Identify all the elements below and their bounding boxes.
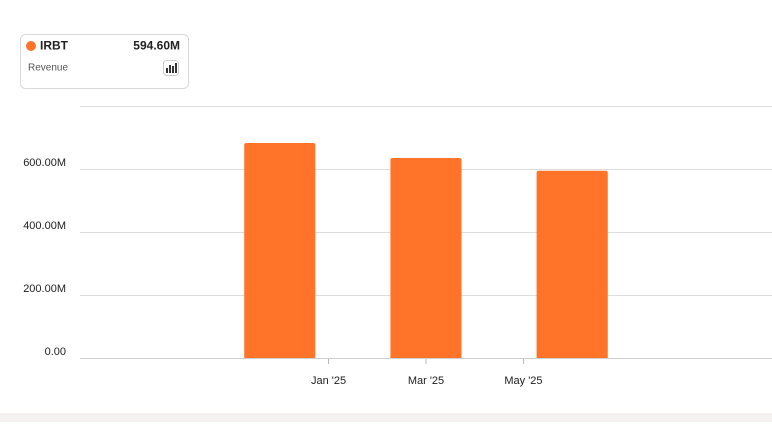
bar xyxy=(536,170,608,358)
x-tick-label: Mar '25 xyxy=(408,375,444,387)
legend-caption: Revenue xyxy=(28,63,68,74)
legend-dot xyxy=(26,41,36,51)
x-tick-label: May '25 xyxy=(504,375,542,387)
legend-value: 594.60M xyxy=(133,39,180,53)
y-tick-label: 0.00 xyxy=(45,346,66,358)
chart-icon[interactable] xyxy=(163,60,179,76)
y-tick-label: 600.00M xyxy=(23,157,66,169)
bar xyxy=(390,157,462,358)
bar xyxy=(244,143,316,358)
x-tick-label: Jan '25 xyxy=(311,375,346,387)
footer-strip xyxy=(0,413,772,422)
y-tick-label: 200.00M xyxy=(23,283,66,295)
legend-series-name: IRBT xyxy=(40,39,69,53)
legend-box xyxy=(20,34,189,89)
legend-card: IRBT 594.60M Revenue xyxy=(20,34,189,89)
y-tick-label: 400.00M xyxy=(23,220,66,232)
